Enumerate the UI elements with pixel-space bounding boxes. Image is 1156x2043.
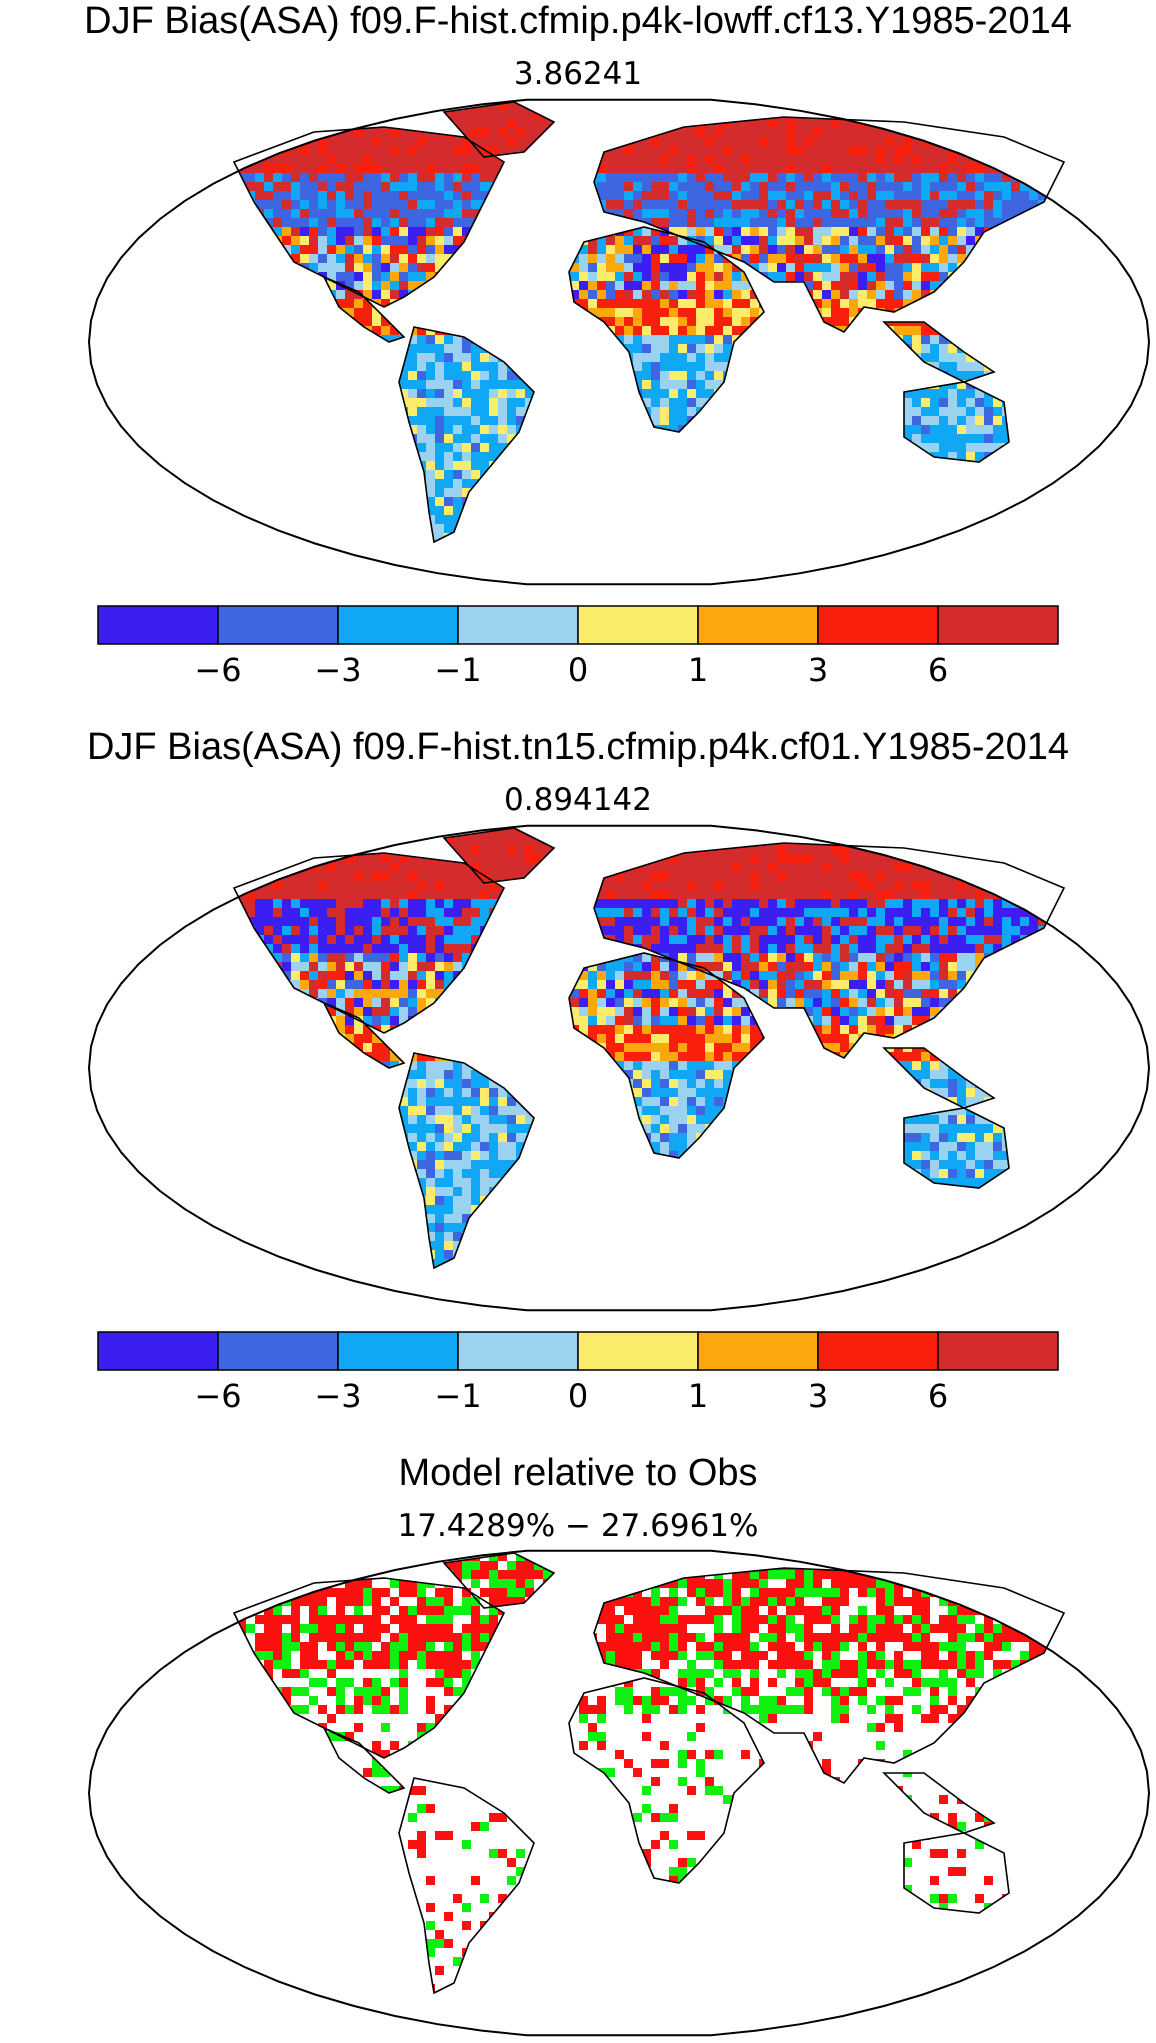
colorbar-tick-label: 3: [807, 651, 829, 689]
coastline-eurasia: [593, 116, 1066, 334]
coastline-northAmerica: [232, 1577, 506, 1759]
coastline-greenland: [442, 1552, 556, 1609]
colorbar-swatch: [937, 605, 1059, 645]
coastline-australia: [903, 381, 1010, 463]
panel-3-world-map: [87, 1549, 1151, 2037]
panel-2-map-outline: [87, 824, 1151, 1312]
colorbar-swatch: [457, 605, 579, 645]
panel-1-coastlines: [232, 101, 1066, 544]
panel-2-title: DJF Bias(ASA) f09.F-hist.tn15.cfmip.p4k.…: [86, 726, 1070, 768]
panel-1-colorbar-labels: −6 −3 −1 0 1 3 6: [0, 652, 1156, 692]
colorbar-tick-label: −3: [314, 651, 362, 689]
coastline-seAsia: [882, 1772, 996, 1834]
coastline-eurasia: [593, 842, 1066, 1060]
coastline-australia: [903, 1107, 1010, 1189]
coastline-southAmerica: [398, 1777, 535, 1995]
panel-3-map-outline: [87, 1549, 1151, 2037]
panel-2-colorbar: [97, 1331, 1059, 1371]
coastline-northAmerica: [232, 852, 506, 1034]
panel-2-colorbar-labels: −6 −3 −1 0 1 3 6: [0, 1378, 1156, 1418]
coastline-africa: [568, 952, 765, 1159]
coastline-seAsia: [882, 1047, 996, 1109]
panel-2-coastlines: [232, 827, 1066, 1270]
panel-1-subtitle: 3.86241: [513, 56, 643, 92]
colorbar-swatch: [937, 1331, 1059, 1371]
colorbar-swatch: [817, 605, 939, 645]
panel-1-title: DJF Bias(ASA) f09.F-hist.cfmip.p4k-lowff…: [84, 0, 1072, 42]
colorbar-tick-label: 6: [927, 1377, 949, 1415]
colorbar-tick-label: 6: [927, 651, 949, 689]
panel-2-world-map: [87, 824, 1151, 1312]
coastline-greenland: [442, 827, 556, 884]
colorbar-tick-label: −1: [434, 651, 482, 689]
panel-3-subtitle: 17.4289% − 27.6961%: [397, 1508, 759, 1544]
colorbar-tick-label: 0: [567, 651, 589, 689]
coastline-northAmerica: [232, 126, 506, 308]
colorbar-tick-label: −3: [314, 1377, 362, 1415]
panel-1-world-map: [87, 98, 1151, 586]
colorbar-swatch: [457, 1331, 579, 1371]
colorbar-swatch: [217, 605, 339, 645]
colorbar-tick-label: 1: [687, 1377, 709, 1415]
panel-1-map-outline: [87, 98, 1151, 586]
colorbar-swatch: [217, 1331, 339, 1371]
colorbar-swatch: [577, 1331, 699, 1371]
coastline-centralAmerica: [322, 275, 406, 343]
colorbar-tick-label: −6: [194, 651, 242, 689]
coastline-seAsia: [882, 321, 996, 383]
colorbar-swatch: [697, 1331, 819, 1371]
coastline-australia: [903, 1832, 1010, 1914]
colorbar-swatch: [577, 605, 699, 645]
colorbar-tick-label: 3: [807, 1377, 829, 1415]
colorbar-swatch: [817, 1331, 939, 1371]
colorbar-tick-label: −6: [194, 1377, 242, 1415]
coastline-greenland: [442, 101, 556, 158]
coastline-centralAmerica: [322, 1726, 406, 1794]
coastline-africa: [568, 1677, 765, 1884]
panel-3-coastlines: [232, 1552, 1066, 1995]
coastline-africa: [568, 226, 765, 433]
coastline-southAmerica: [398, 1052, 535, 1270]
coastline-centralAmerica: [322, 1001, 406, 1069]
panel-1-colorbar: [97, 605, 1059, 645]
colorbar-tick-label: 0: [567, 1377, 589, 1415]
coastline-eurasia: [593, 1567, 1066, 1785]
colorbar-tick-label: 1: [687, 651, 709, 689]
colorbar-swatch: [97, 605, 219, 645]
panel-2-subtitle: 0.894142: [504, 782, 652, 818]
panel-3-title: Model relative to Obs: [398, 1452, 758, 1494]
colorbar-swatch: [337, 1331, 459, 1371]
coastline-southAmerica: [398, 326, 535, 544]
colorbar-swatch: [97, 1331, 219, 1371]
colorbar-swatch: [337, 605, 459, 645]
colorbar-tick-label: −1: [434, 1377, 482, 1415]
colorbar-swatch: [697, 605, 819, 645]
